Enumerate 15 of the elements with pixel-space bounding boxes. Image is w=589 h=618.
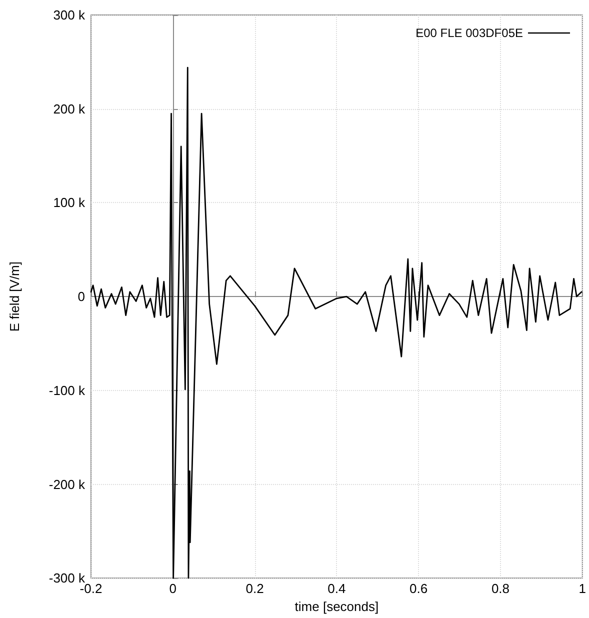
x-tick-label: 1 [578, 581, 586, 596]
y-tick-label: 0 [78, 289, 85, 304]
x-tick-label: 0 [169, 581, 177, 596]
legend-label: E00 FLE 003DF05E [416, 26, 523, 40]
y-tick-label: -100 k [48, 382, 86, 398]
y-axis-title: E field [V/m] [7, 262, 22, 332]
x-tick-label: 0.4 [328, 581, 346, 596]
y-tick-label: 100 k [53, 195, 86, 210]
y-tick-label: -200 k [48, 476, 86, 492]
x-tick-label: 0.2 [246, 581, 264, 596]
y-tick-label: 200 k [53, 101, 86, 116]
x-tick-label: 0.8 [491, 581, 510, 596]
x-axis-title: time [seconds] [294, 599, 379, 614]
y-tick-label: 300 k [53, 8, 86, 22]
x-tick-label: 0.6 [410, 581, 428, 596]
